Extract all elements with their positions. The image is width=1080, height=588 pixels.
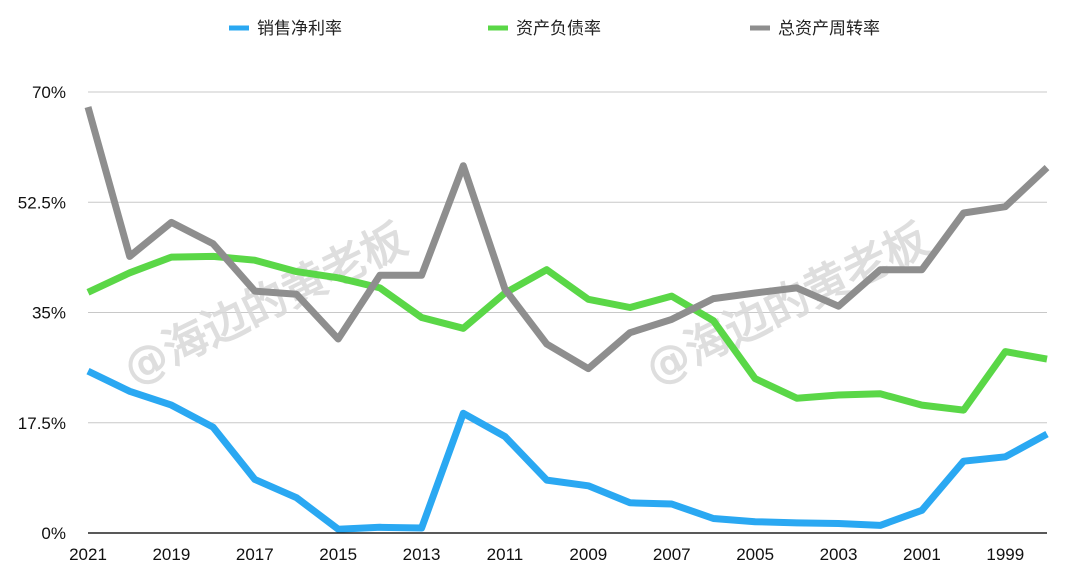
y-tick-label: 35% (32, 304, 66, 323)
gridlines (88, 91, 1047, 424)
series-lines (84, 106, 1050, 533)
watermark-text: @海边的黄老板 (115, 214, 414, 395)
legend-item: 销售净利率 (229, 19, 342, 39)
y-tick-label: 17.5% (18, 414, 66, 433)
legend: 销售净利率 资产负债率 总资产周转率 (229, 19, 880, 39)
x-tick-label: 2017 (236, 545, 274, 564)
x-tick-label: 2015 (319, 545, 357, 564)
legend-label: 销售净利率 (257, 19, 342, 39)
x-tick-label: 2001 (903, 545, 941, 564)
x-tick-label: 2003 (820, 545, 858, 564)
legend-item: 总资产周转率 (750, 19, 880, 39)
x-axis: 2021 2019 2017 2015 2013 2011 2009 2007 2005 2003… (69, 532, 1047, 564)
x-tick-label: 2019 (152, 545, 190, 564)
legend-label: 总资产周转率 (778, 19, 880, 39)
x-tick-label: 2009 (569, 545, 607, 564)
series-line (86, 367, 1049, 533)
series-line (84, 106, 1050, 373)
x-tick-label: 2013 (403, 545, 441, 564)
legend-item: 资产负债率 (488, 19, 601, 39)
x-tick-label: 1999 (986, 545, 1024, 564)
series-line (86, 252, 1048, 414)
legend-label: 资产负债率 (516, 19, 601, 39)
x-tick-label: 2021 (69, 545, 107, 564)
y-tick-label: 70% (32, 83, 66, 102)
y-tick-label: 52.5% (18, 193, 66, 212)
y-tick-label: 0% (41, 524, 66, 543)
x-tick-label: 2005 (736, 545, 774, 564)
x-tick-label: 2011 (487, 545, 524, 564)
y-axis: 0% 17.5% 35% 52.5% 70% (18, 83, 66, 543)
x-tick-label: 2007 (653, 545, 691, 564)
watermarks: @海边的黄老板 @海边的黄老板 (115, 214, 936, 395)
